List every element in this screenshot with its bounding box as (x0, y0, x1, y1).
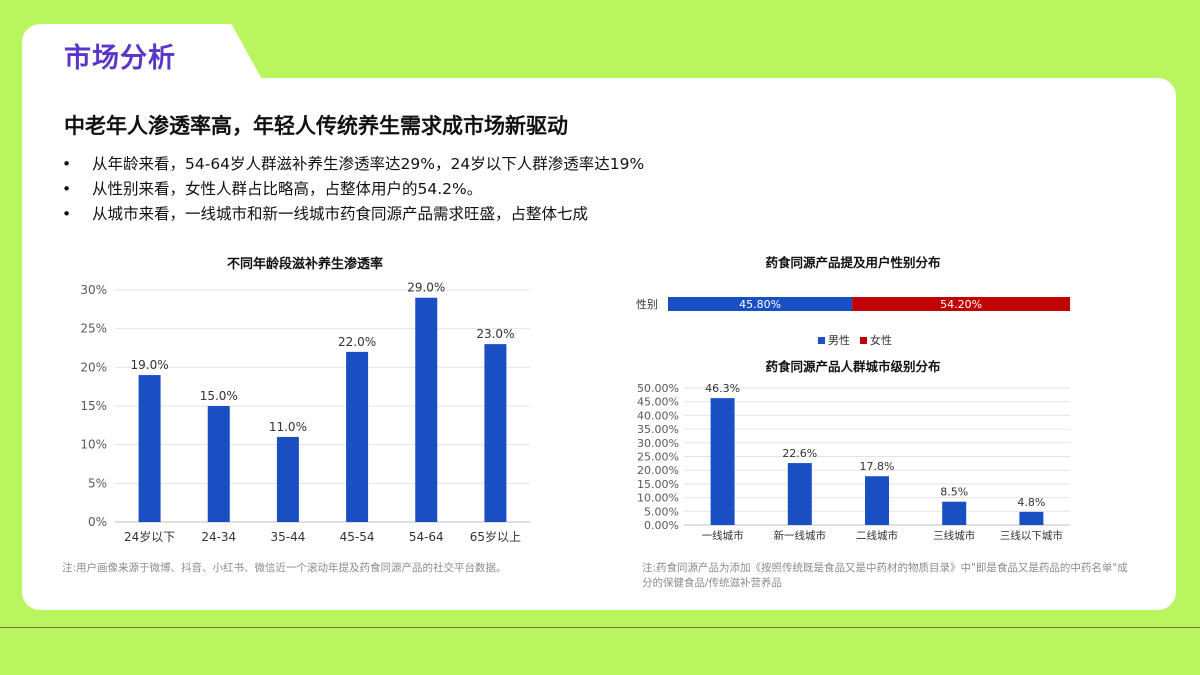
category-label: 三线以下城市 (1000, 529, 1063, 542)
data-label: 17.8% (860, 460, 895, 473)
data-label: 46.3% (705, 382, 740, 395)
section-title: 市场分析 (64, 43, 176, 74)
legend-label: 男性 (828, 333, 850, 347)
y-tick-label: 30% (80, 283, 107, 297)
category-label: 性别 (636, 297, 658, 311)
bar (865, 476, 889, 525)
legend-swatch (860, 337, 867, 344)
y-tick-label: 20.00% (637, 464, 679, 477)
y-tick-label: 15% (80, 399, 107, 413)
data-label: 8.5% (940, 486, 968, 499)
age-penetration-chart: 不同年龄段滋补养生渗透率 0% 5% 10% 15% 20% 25% 30% 19.0% 24岁以… (80, 256, 530, 544)
y-tick-label: 35.00% (637, 423, 679, 436)
bullet-list: 从年龄来看，54-64岁人群滋补养生渗透率达29%，24岁以下人群渗透率达19%… (62, 152, 644, 227)
y-tick-label: 25% (80, 322, 107, 336)
bar (207, 406, 230, 522)
bullet-item-gender: 从性别来看，女性人群占比略高，占整体用户的54.2%。 (62, 177, 644, 202)
category-label: 54-64 (409, 530, 444, 544)
legend-swatch (818, 337, 825, 344)
category-label: 新一线城市 (774, 529, 827, 542)
data-label: 22.0% (338, 335, 376, 349)
headline: 中老年人渗透率高，年轻人传统养生需求成市场新驱动 (64, 114, 568, 138)
category-label: 24岁以下 (124, 529, 175, 544)
category-label: 45-54 (340, 530, 375, 544)
stacked-bar-segment (852, 297, 1070, 311)
category-label: 一线城市 (702, 529, 744, 542)
y-tick-label: 30.00% (637, 437, 679, 450)
category-label: 24-34 (201, 530, 236, 544)
data-label: 29.0% (407, 281, 445, 295)
chart-title: 药食同源产品人群城市级别分布 (765, 359, 941, 374)
data-label: 19.0% (131, 358, 169, 372)
bar (415, 297, 438, 522)
data-label: 54.20% (940, 298, 982, 311)
y-tick-label: 5.00% (644, 505, 679, 518)
bar (942, 501, 967, 525)
category-label: 二线城市 (856, 529, 898, 542)
bar (138, 375, 161, 522)
bar (787, 463, 812, 525)
category-label: 65岁以上 (470, 529, 521, 544)
footnote-left: 注:用户画像来源于微博、抖音、小红书、微信近一个滚动年提及药食同源产品的社交平台… (62, 562, 507, 574)
y-tick-label: 15.00% (637, 478, 679, 491)
category-label: 三线城市 (933, 529, 975, 542)
city-tier-chart: 药食同源产品人群城市级别分布 0.00%5.00%10.00%15.00%20.0… (637, 359, 1070, 542)
chart-title: 不同年龄段滋补养生渗透率 (227, 256, 383, 272)
data-label: 4.8% (1017, 496, 1045, 509)
y-tick-label: 20% (80, 360, 107, 374)
data-label: 45.80% (739, 298, 781, 311)
y-tick-label: 40.00% (637, 409, 679, 422)
y-tick-label: 25.00% (637, 451, 679, 464)
y-tick-label: 50.00% (637, 382, 679, 395)
chart-title: 药食同源产品提及用户性别分布 (765, 255, 941, 270)
bullet-item-city: 从城市来看，一线城市和新一线城市药食同源产品需求旺盛，占整体七成 (62, 202, 644, 227)
data-label: 22.6% (782, 447, 817, 460)
legend-label: 女性 (870, 333, 892, 347)
y-tick-label: 5% (88, 476, 107, 490)
data-label: 11.0% (269, 420, 307, 434)
stacked-bar-segment (668, 297, 853, 311)
bar (710, 398, 735, 525)
data-label: 15.0% (200, 389, 238, 403)
bar (346, 351, 369, 522)
y-tick-label: 10.00% (637, 492, 679, 505)
bar (276, 436, 299, 522)
y-tick-label: 45.00% (637, 396, 679, 409)
bottom-divider (0, 627, 1200, 628)
y-tick-label: 10% (80, 438, 107, 452)
category-label: 35-44 (270, 530, 305, 544)
y-tick-label: 0% (88, 515, 107, 529)
bar (1019, 511, 1044, 525)
footnote-right: 注:药食同源产品为添加《按照传统既是食品又是中药材的物质目录》中"即是食品又是药… (642, 562, 1128, 589)
bullet-item-age: 从年龄来看，54-64岁人群滋补养生渗透率达29%，24岁以下人群渗透率达19% (62, 152, 644, 177)
y-tick-label: 0.00% (644, 519, 679, 532)
data-label: 23.0% (476, 327, 514, 341)
bar (484, 344, 507, 522)
